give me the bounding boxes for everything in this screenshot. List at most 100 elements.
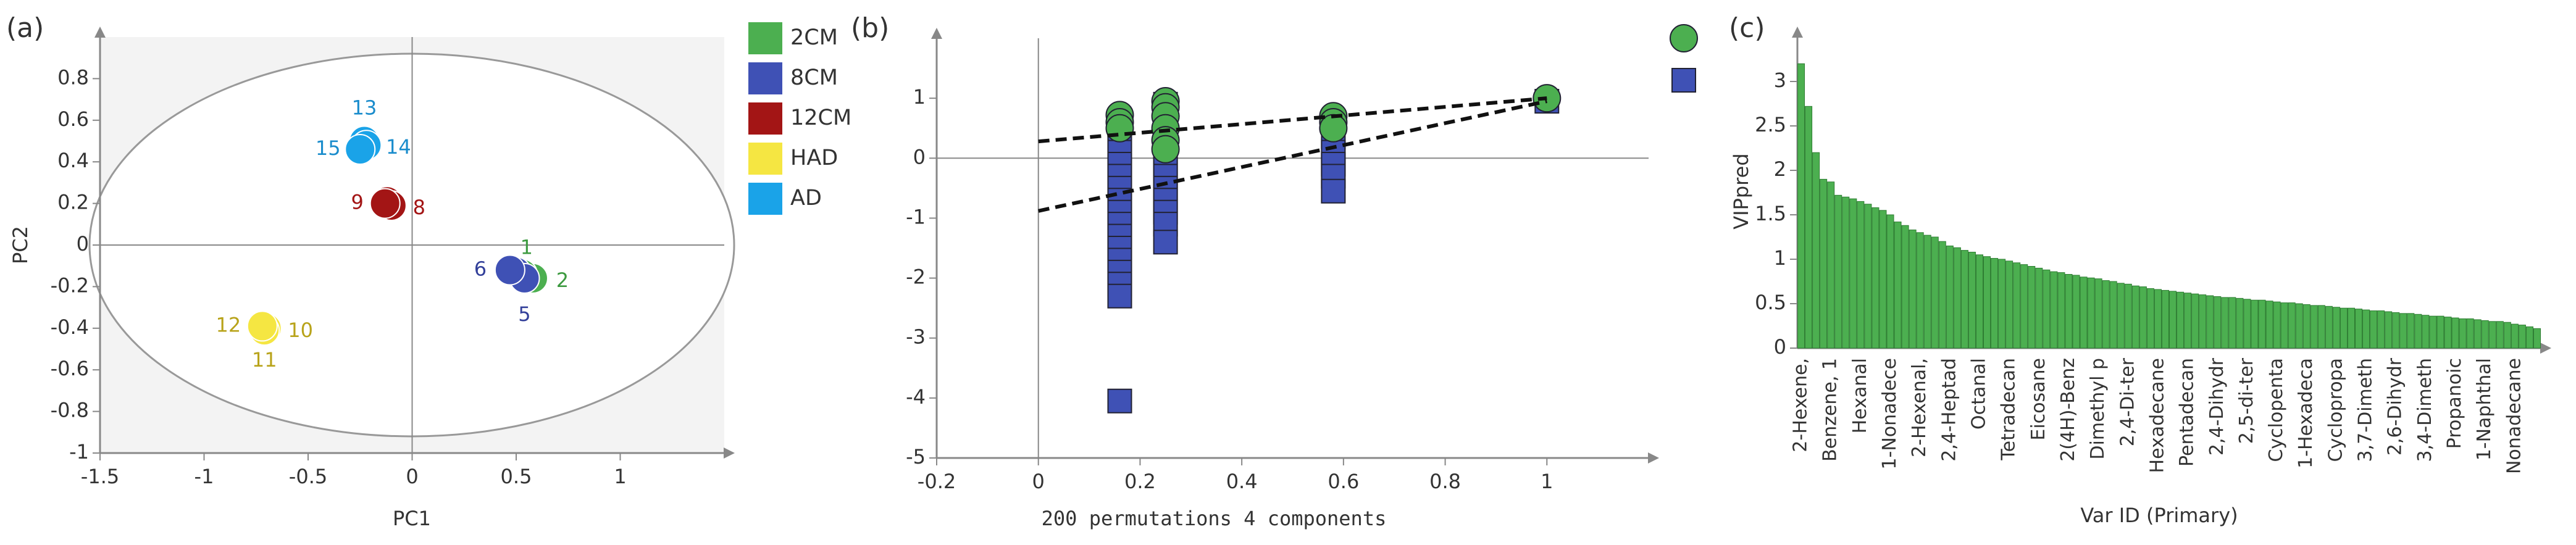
- bar: [2102, 280, 2110, 349]
- bar: [2191, 293, 2199, 349]
- x-tick-label: 0.6: [1328, 470, 1359, 493]
- bar: [2533, 328, 2541, 349]
- y-axis-label: VIPpred: [1729, 153, 1753, 229]
- bar: [2362, 309, 2370, 349]
- y-tick-label: 1: [1774, 246, 1786, 270]
- legend-label: 12CM: [790, 106, 851, 130]
- bar: [2035, 267, 2043, 349]
- bar: [2288, 302, 2296, 349]
- x-axis-label: Var ID (Primary): [2080, 504, 2238, 527]
- bar: [1916, 232, 1924, 349]
- bar: [1812, 152, 1820, 349]
- bar: [1909, 229, 1917, 349]
- y-tick-label: 0.5: [1755, 291, 1786, 314]
- bar: [2355, 309, 2363, 349]
- x-tick-label: 2,6-Dihydr: [2385, 357, 2406, 456]
- y-tick-label: -0.2: [51, 273, 89, 297]
- x-tick-label: 2,5-di-ter: [2236, 357, 2257, 444]
- point: [1321, 178, 1346, 204]
- x-tick-label: 1: [614, 465, 626, 488]
- bar: [2474, 319, 2482, 349]
- bar: [2146, 288, 2154, 349]
- bar: [1797, 63, 1805, 349]
- y-axis-label: PC2: [9, 226, 32, 264]
- bar: [2020, 264, 2028, 349]
- bar: [2399, 313, 2407, 349]
- bar: [2503, 322, 2511, 349]
- bar: [1968, 251, 1976, 349]
- bar: [2139, 286, 2147, 349]
- bar: [2385, 311, 2393, 349]
- point-label: 6: [474, 257, 487, 280]
- x-tick-label: Cyclopenta: [2265, 358, 2287, 462]
- legend-swatch: [748, 102, 782, 135]
- panel-label: (b): [851, 12, 889, 44]
- bar: [1834, 194, 1842, 349]
- x-tick-label: Nonadecane: [2503, 358, 2525, 474]
- y-tick-label: 0: [77, 232, 89, 256]
- bar: [2043, 269, 2051, 349]
- x-tick-label: 2(4H)-Benz: [2057, 358, 2079, 462]
- bar: [2429, 315, 2437, 349]
- bar: [1842, 196, 1850, 349]
- bar: [1871, 207, 1880, 349]
- bar: [2518, 325, 2526, 349]
- legend-marker: [1671, 68, 1696, 93]
- bar: [2109, 281, 2117, 349]
- bar: [1931, 236, 1939, 349]
- x-tick-label: 0: [406, 465, 418, 488]
- bar: [1879, 210, 1887, 349]
- legend-label: AD: [790, 186, 822, 210]
- bar: [1946, 245, 1954, 349]
- x-tick-label: 2-Hexene,: [1790, 358, 1812, 452]
- bar: [2028, 266, 2036, 349]
- bar: [2124, 283, 2132, 349]
- bar: [1938, 241, 1946, 349]
- x-tick-label: 2-Hexenal,: [1909, 358, 1930, 457]
- legend-label: 8CM: [790, 65, 838, 90]
- regression-line: [1038, 96, 1547, 144]
- x-tick-label: -1.5: [81, 465, 119, 488]
- y-tick-label: -5: [906, 445, 926, 468]
- y-tick-label: -3: [906, 325, 926, 349]
- bar: [1953, 247, 1961, 349]
- x-tick-label: 1-Nonadece: [1879, 358, 1901, 470]
- bar: [1983, 256, 1991, 349]
- point: [345, 133, 376, 165]
- bar: [2444, 317, 2452, 349]
- bar: [2325, 306, 2333, 349]
- bar: [1998, 259, 2006, 349]
- y-tick-label: 0: [1774, 335, 1786, 359]
- x-tick-label: 1-Naphthal: [2474, 358, 2495, 460]
- x-tick-label: Eicosane: [2028, 358, 2049, 441]
- x-tick-label: -1: [194, 465, 214, 488]
- x-tick-label: Dimethyl p: [2087, 358, 2109, 460]
- bar: [2347, 307, 2355, 349]
- bar: [2280, 302, 2288, 349]
- bar: [1864, 204, 1872, 349]
- bar: [2013, 262, 2021, 349]
- x-tick-label: 2,4-Heptad: [1938, 358, 1960, 462]
- y-tick-label: 0.6: [57, 107, 89, 131]
- bar: [2236, 297, 2244, 349]
- bar: [2206, 295, 2214, 349]
- bar: [2117, 283, 2125, 349]
- bar: [2295, 303, 2303, 349]
- bar: [2422, 315, 2430, 349]
- bar: [2065, 273, 2073, 349]
- point-label: 1: [521, 236, 533, 259]
- bar: [2525, 326, 2533, 349]
- legend-swatch: [748, 62, 782, 94]
- bar: [2481, 320, 2489, 349]
- bar: [2332, 307, 2340, 349]
- bar: [2317, 305, 2325, 349]
- bar: [2214, 296, 2222, 349]
- x-tick-label: Octanal: [1968, 358, 1989, 430]
- point-label: 15: [316, 136, 341, 160]
- x-tick-label: 1: [1541, 470, 1553, 493]
- x-tick-label: 0.2: [1124, 470, 1156, 493]
- legend-swatch: [748, 143, 782, 175]
- bar: [1991, 258, 1999, 349]
- bar: [2080, 277, 2088, 349]
